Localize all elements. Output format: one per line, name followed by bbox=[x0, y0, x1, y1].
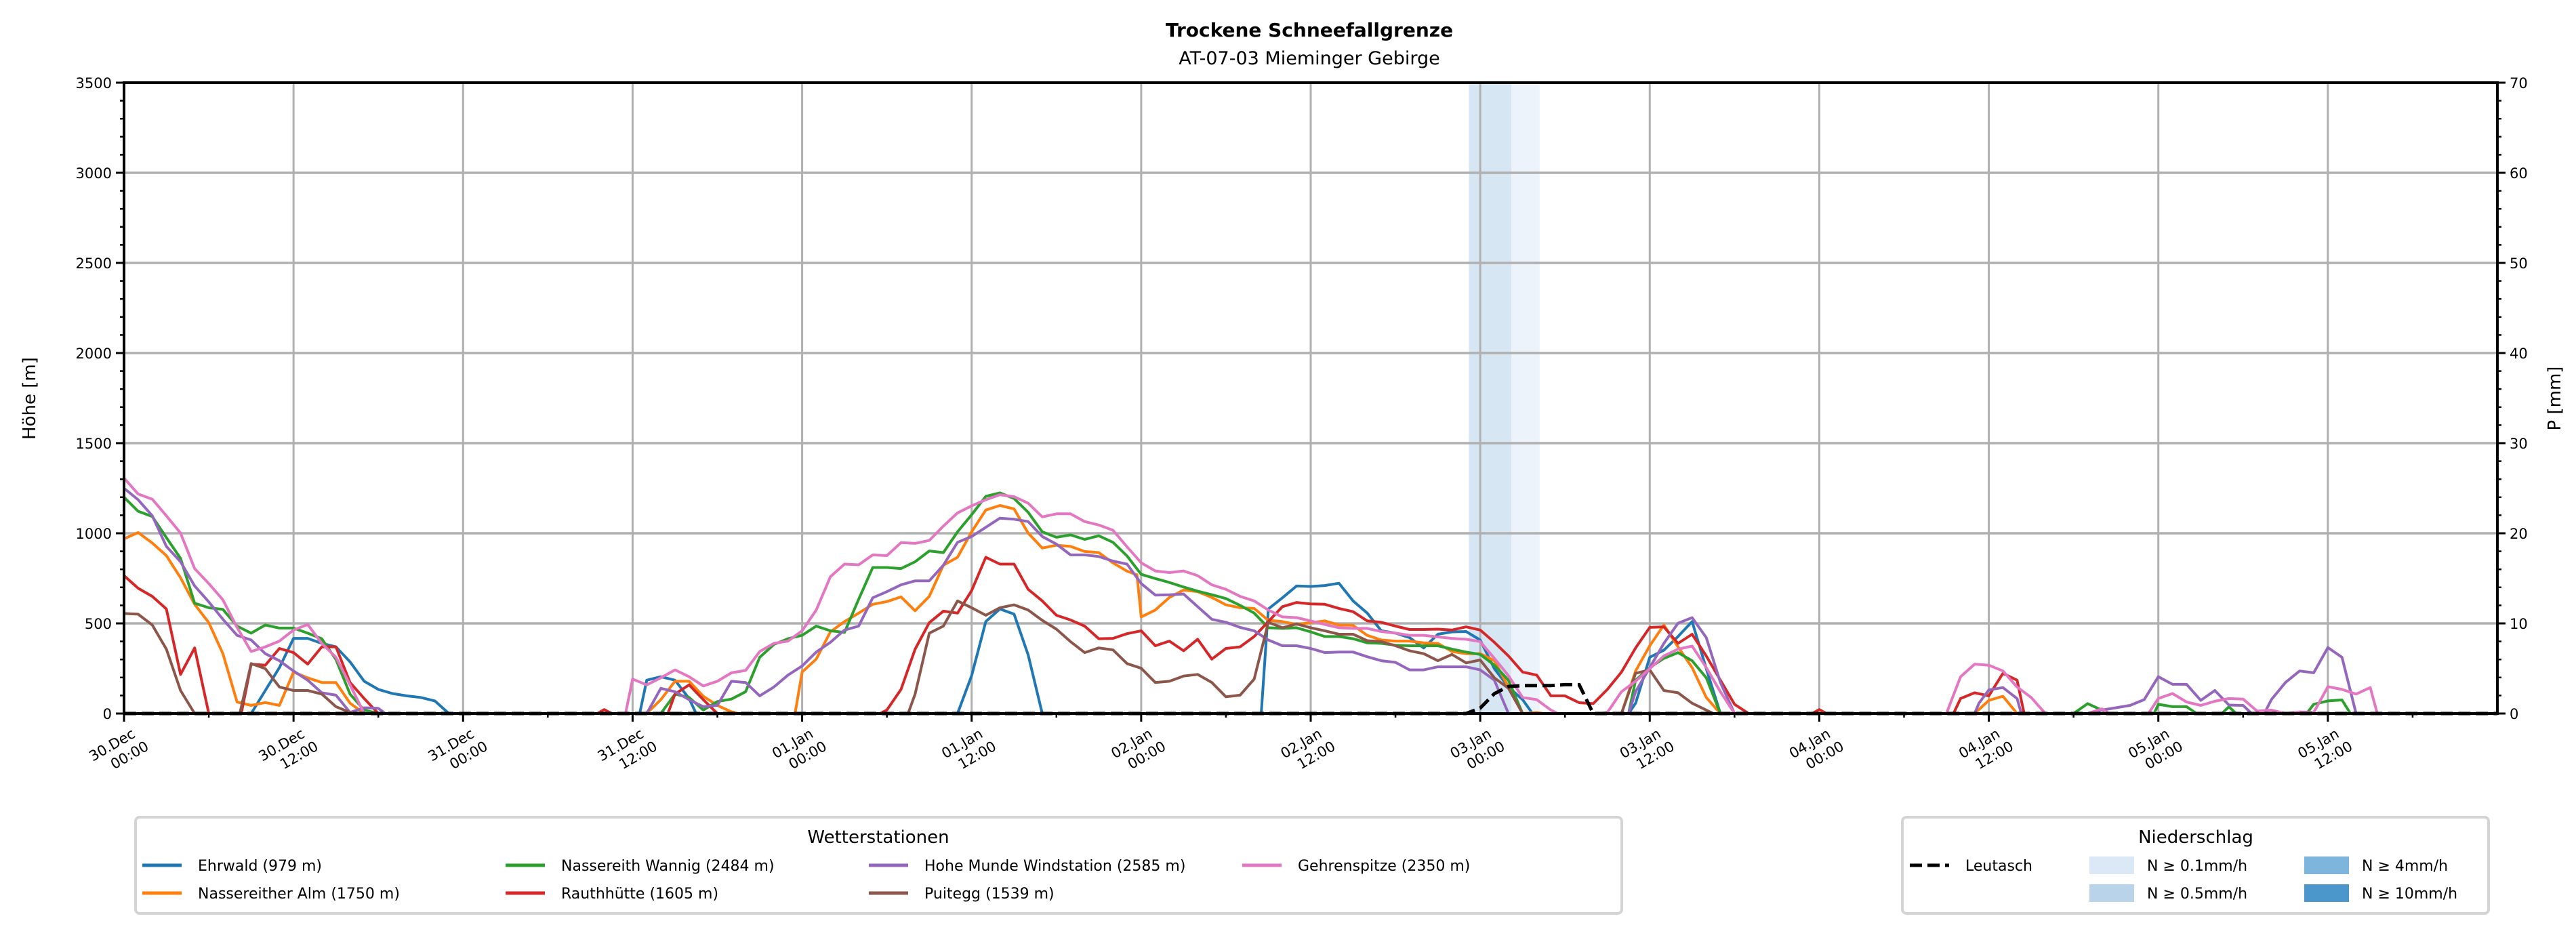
precip-bands bbox=[1469, 83, 1540, 714]
y-tick-label: 2000 bbox=[76, 346, 112, 362]
legend-label-4: Hohe Munde Windstation (2585 m) bbox=[924, 858, 1185, 875]
y-axis-label: Höhe [m] bbox=[20, 357, 40, 440]
legend-precip-label-1: N ≥ 0.5mm/h bbox=[2147, 886, 2247, 903]
y-right-tick-label: 50 bbox=[2510, 255, 2528, 272]
chart-subtitle: AT-07-03 Mieminger Gebirge bbox=[1179, 48, 1439, 69]
y-tick-label: 3500 bbox=[76, 75, 112, 91]
legend-precip-swatch-0 bbox=[2089, 856, 2134, 874]
legend-precip-title: Niederschlag bbox=[2138, 827, 2253, 848]
legend-precip-swatch-1 bbox=[2089, 884, 2134, 902]
leutasch-precip-line bbox=[124, 682, 2497, 716]
series-line-5 bbox=[123, 599, 2497, 715]
y-right-tick-label: 20 bbox=[2510, 526, 2528, 542]
y-right-tick-label: 60 bbox=[2510, 165, 2528, 182]
y-right-tick-label: 40 bbox=[2510, 346, 2528, 362]
precip-band bbox=[1469, 83, 1512, 714]
y-right-tick-label: 10 bbox=[2510, 616, 2528, 632]
legend-label-1: Nassereither Alm (1750 m) bbox=[198, 886, 400, 903]
y-tick-label: 0 bbox=[103, 706, 112, 722]
legend-label-3: Rauthhütte (1605 m) bbox=[561, 886, 718, 903]
y-right-tick-label: 0 bbox=[2510, 706, 2518, 722]
legend-label-6: Gehrenspitze (2350 m) bbox=[1298, 858, 1470, 875]
precip-band bbox=[1511, 83, 1540, 714]
legend-precip: Niederschlag Leutasch N ≥ 0.1mm/h N ≥ 0.5… bbox=[1901, 816, 2490, 915]
legend-precip-label-2: N ≥ 4mm/h bbox=[2362, 858, 2448, 875]
legend-precip-label-3: N ≥ 10mm/h bbox=[2362, 886, 2457, 903]
y-right-tick-label: 30 bbox=[2510, 436, 2528, 452]
legend-label-2: Nassereith Wannig (2484 m) bbox=[561, 858, 775, 875]
y-tick-label: 3000 bbox=[76, 165, 112, 182]
y-tick-label: 1500 bbox=[76, 436, 112, 452]
grid bbox=[124, 83, 2497, 714]
legend-label-0: Ehrwald (979 m) bbox=[198, 858, 322, 875]
y-tick-label: 1000 bbox=[76, 526, 112, 542]
y-right-tick-label: 70 bbox=[2510, 75, 2528, 91]
legend-stations: Wetterstationen Ehrwald (979 m) Nassereit… bbox=[134, 816, 1623, 915]
y-tick-label: 500 bbox=[85, 616, 112, 632]
legend-leutasch-label: Leutasch bbox=[1965, 858, 2032, 875]
plot-frame bbox=[123, 81, 2499, 715]
axes: 0 500 1000 1500 2000 2500 3000 3500 0 10 20 30 40 50 6… bbox=[76, 75, 2528, 773]
legend-precip-label-0: N ≥ 0.1mm/h bbox=[2147, 858, 2247, 875]
legend-precip-swatch-3 bbox=[2304, 884, 2349, 902]
legend-stations-title: Wetterstationen bbox=[807, 827, 949, 848]
y-axis-right-label: P [mm] bbox=[2545, 367, 2565, 431]
legend-precip-swatch-2 bbox=[2304, 856, 2349, 874]
series-lines bbox=[123, 477, 2497, 716]
chart-title: Trockene Schneefallgrenze bbox=[1166, 19, 1453, 41]
legend-label-5: Puitegg (1539 m) bbox=[924, 886, 1055, 903]
y-tick-label: 2500 bbox=[76, 255, 112, 272]
